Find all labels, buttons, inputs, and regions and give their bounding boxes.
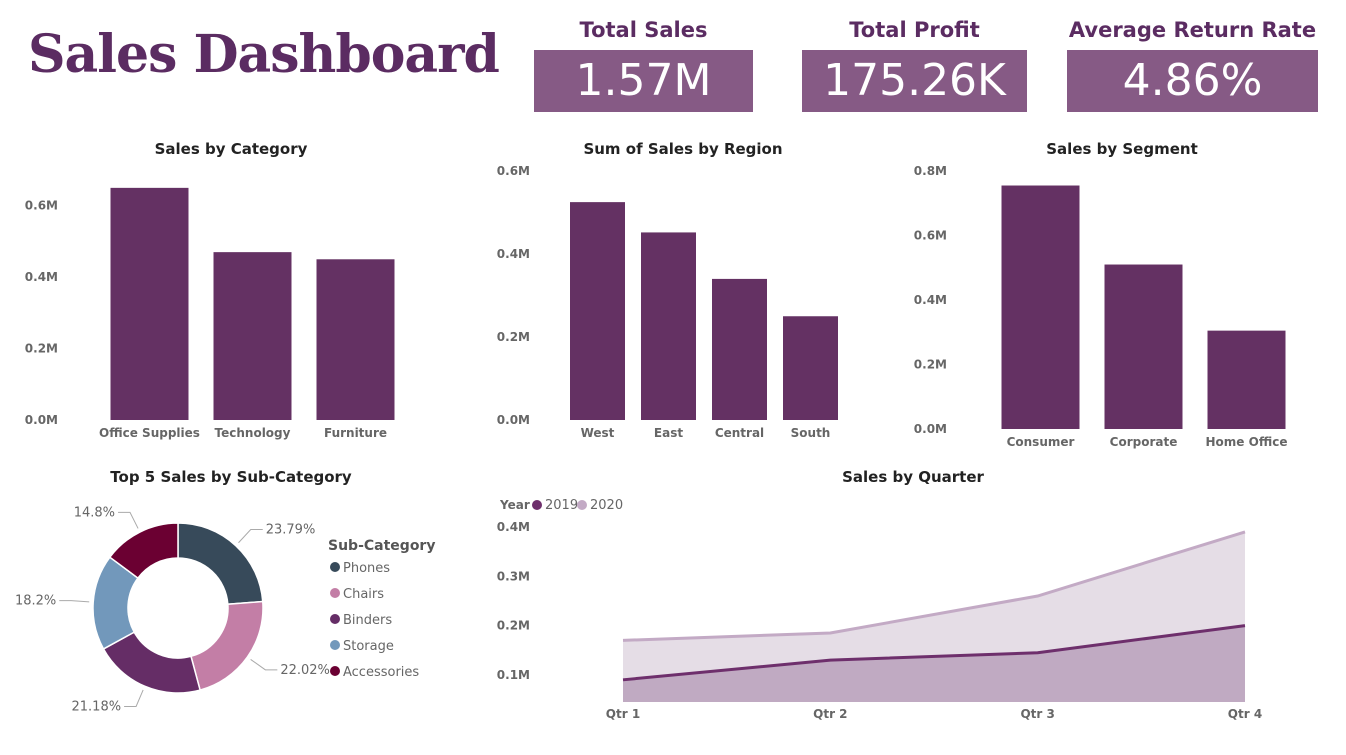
x-tick-label-region: East: [654, 426, 683, 440]
line-series-2019: [622, 624, 1246, 682]
x-tick-label-quarter: Qtr 1: [606, 707, 640, 721]
kpi-label-total-sales: Total Sales: [579, 18, 708, 42]
chart-title-region: Sum of Sales by Region: [583, 140, 782, 158]
chart-title-category: Sales by Category: [155, 140, 308, 158]
y-tick-label-category: 0.2M: [25, 342, 58, 356]
page-title: Sales Dashboard: [28, 24, 500, 85]
x-tick-label-category: Furniture: [324, 426, 387, 440]
x-tick-label-region: West: [581, 426, 615, 440]
pie-leader-line: [124, 689, 144, 707]
x-tick-label-region: South: [791, 426, 831, 440]
area-legend-label: 2019: [545, 498, 578, 513]
y-tick-label-segment: 0.8M: [914, 164, 947, 178]
x-tick-label-quarter: Qtr 2: [813, 707, 847, 721]
chart-title-quarter: Sales by Quarter: [842, 468, 984, 486]
pie-legend-marker-phones: [330, 562, 340, 572]
pie-slice-chairs: [190, 600, 264, 691]
kpi-value-average-return-rate: 4.86%: [1067, 50, 1318, 112]
area-legend-marker-2020: [577, 500, 587, 510]
bar-region-3: [783, 316, 838, 420]
y-tick-label-region: 0.6M: [497, 164, 530, 178]
x-tick-label-segment: Consumer: [1007, 435, 1075, 449]
pie-legend-marker-accessories: [330, 666, 340, 676]
y-tick-label-quarter: 0.2M: [497, 619, 530, 633]
pie-legend-label: Accessories: [343, 665, 419, 680]
pie-data-label: 18.2%: [15, 594, 56, 609]
y-tick-label-category: 0.6M: [25, 199, 58, 213]
x-tick-label-category: Technology: [215, 426, 291, 440]
y-tick-label-quarter: 0.4M: [497, 520, 530, 534]
pie-legend-label: Storage: [343, 639, 394, 654]
y-tick-label-quarter: 0.3M: [497, 569, 530, 583]
y-tick-label-segment: 0.2M: [914, 358, 947, 372]
bar-region-0: [570, 202, 625, 420]
y-tick-label-quarter: 0.1M: [497, 668, 530, 682]
pie-data-label: 23.79%: [266, 523, 316, 538]
y-tick-label-category: 0.4M: [25, 270, 58, 284]
pie-leader-line: [238, 529, 263, 544]
bar-category-2: [316, 259, 395, 420]
x-tick-label-segment: Home Office: [1206, 435, 1288, 449]
bar-category-0: [110, 187, 189, 420]
bar-segment-1: [1104, 264, 1183, 429]
pie-data-label: 22.02%: [280, 663, 330, 678]
pie-legend-label: Phones: [343, 561, 390, 576]
pie-slice-accessories: [108, 522, 179, 580]
area-legend-marker-2019: [532, 500, 542, 510]
y-tick-label-region: 0.4M: [497, 247, 530, 261]
bar-segment-0: [1001, 185, 1080, 429]
pie-legend-title: Sub-Category: [328, 538, 435, 554]
area-legend-title: Year: [499, 498, 530, 512]
pie-legend-marker-storage: [330, 640, 340, 650]
bar-region-1: [641, 232, 696, 420]
x-tick-label-quarter: Qtr 3: [1020, 707, 1054, 721]
pie-data-label: 21.18%: [72, 699, 122, 714]
pie-legend-marker-chairs: [330, 588, 340, 598]
bar-segment-2: [1207, 330, 1286, 429]
y-tick-label-region: 0.0M: [497, 413, 530, 427]
y-tick-label-region: 0.2M: [497, 330, 530, 344]
x-tick-label-region: Central: [715, 426, 764, 440]
area-series-2019: [623, 625, 1245, 702]
x-tick-label-segment: Corporate: [1110, 435, 1178, 449]
pie-leader-line: [118, 511, 139, 529]
chart-title-subcategory: Top 5 Sales by Sub-Category: [110, 468, 352, 486]
bar-region-2: [712, 278, 767, 420]
y-tick-label-segment: 0.6M: [914, 229, 947, 243]
pie-data-label: 14.8%: [74, 505, 115, 520]
y-tick-label-segment: 0.4M: [914, 293, 947, 307]
chart-title-segment: Sales by Segment: [1046, 140, 1198, 158]
x-tick-label-quarter: Qtr 4: [1228, 707, 1262, 721]
y-tick-label-segment: 0.0M: [914, 422, 947, 436]
pie-legend-label: Binders: [343, 613, 392, 628]
pie-leader-line: [59, 600, 90, 603]
kpi-value-total-profit: 175.26K: [802, 50, 1027, 112]
pie-legend-label: Chairs: [343, 587, 384, 602]
pie-leader-line: [250, 659, 278, 671]
line-series-2020: [622, 530, 1246, 642]
x-tick-label-category: Office Supplies: [99, 426, 200, 440]
kpi-label-total-profit: Total Profit: [849, 18, 980, 42]
kpi-value-total-sales: 1.57M: [534, 50, 753, 112]
pie-slice-phones: [177, 522, 264, 606]
bar-category-1: [213, 252, 292, 420]
pie-legend-marker-binders: [330, 614, 340, 624]
kpi-label-average-return-rate: Average Return Rate: [1068, 18, 1317, 42]
y-tick-label-category: 0.0M: [25, 413, 58, 427]
area-legend-label: 2020: [590, 498, 623, 513]
